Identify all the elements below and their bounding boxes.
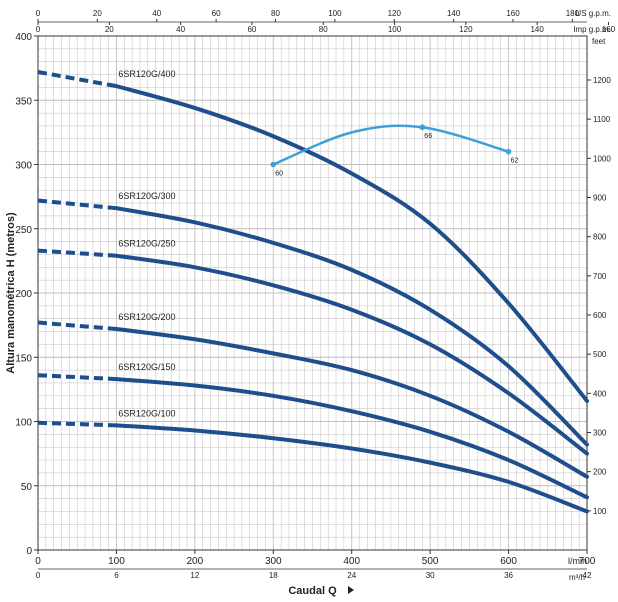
pump-curve-label: 6SR120G/100 [118, 408, 175, 418]
impgpm-unit-label: Imp g.p.m. [573, 25, 611, 34]
efficiency-label: 60 [275, 171, 283, 178]
usgpm-tick-label: 60 [212, 9, 221, 18]
efficiency-point [505, 148, 512, 155]
feet-tick-label: 600 [593, 311, 607, 320]
impgpm-tick-label: 40 [176, 25, 185, 34]
x-unit-label: l/min [568, 556, 587, 566]
y-tick-label: 150 [15, 353, 32, 364]
feet-tick-label: 200 [593, 468, 607, 477]
x-tick-label: 500 [422, 556, 439, 567]
impgpm-tick-label: 120 [459, 25, 473, 34]
x-tick-label: 600 [500, 556, 517, 567]
feet-tick-label: 100 [593, 507, 607, 516]
y-axis-title: Altura manométrica H (metros) [5, 212, 17, 374]
feet-tick-label: 800 [593, 233, 607, 242]
m3h-tick-label: 36 [504, 571, 513, 580]
y-tick-label: 100 [15, 418, 32, 429]
usgpm-tick-label: 180 [566, 9, 580, 18]
usgpm-tick-label: 140 [447, 9, 461, 18]
impgpm-tick-label: 0 [36, 25, 41, 34]
x-tick-label: 100 [108, 556, 125, 567]
pump-curve-line [114, 253, 589, 456]
pump-curve-line [114, 326, 589, 479]
m3h-tick-label: 12 [190, 571, 199, 580]
efficiency-label: 66 [424, 133, 432, 140]
y-tick-label: 50 [21, 482, 33, 493]
efficiency-label: 62 [511, 158, 519, 165]
pump-curve-line [114, 84, 589, 403]
feet-tick-label: 500 [593, 350, 607, 359]
usgpm-tick-label: 160 [506, 9, 520, 18]
pump-curve-label: 6SR120G/150 [118, 362, 175, 372]
feet-tick-label: 900 [593, 193, 607, 202]
m3h-tick-label: 42 [583, 571, 592, 580]
pump-curve-label: 6SR120G/400 [118, 69, 175, 79]
x-tick-label: 400 [343, 556, 360, 567]
x-axis-title: Caudal Q [288, 585, 337, 597]
feet-tick-label: 300 [593, 428, 607, 437]
feet-tick-label: 1000 [593, 154, 611, 163]
m3h-unit-label: m³/h [569, 573, 585, 582]
y-tick-label: 300 [15, 161, 32, 172]
y-tick-label: 200 [15, 289, 32, 300]
usgpm-tick-label: 20 [93, 9, 102, 18]
pump-curve-label: 6SR120G/250 [118, 239, 175, 249]
x-tick-label: 700 [579, 556, 596, 567]
x-tick-label: 300 [265, 556, 282, 567]
feet-tick-label: 400 [593, 389, 607, 398]
m3h-tick-label: 6 [114, 571, 119, 580]
m3h-tick-label: 18 [269, 571, 278, 580]
y-tick-label: 0 [26, 546, 32, 557]
usgpm-tick-label: 0 [36, 9, 41, 18]
impgpm-tick-label: 160 [602, 25, 616, 34]
efficiency-point [419, 124, 426, 131]
m3h-tick-label: 0 [36, 571, 41, 580]
pump-curve-label: 6SR120G/300 [118, 191, 175, 201]
feet-tick-label: 700 [593, 272, 607, 281]
x-tick-label: 0 [35, 556, 41, 567]
usgpm-unit-label: US g.p.m. [575, 9, 611, 18]
usgpm-tick-label: 80 [271, 9, 280, 18]
x-axis-arrow-icon [348, 586, 354, 594]
impgpm-tick-label: 100 [388, 25, 402, 34]
impgpm-tick-label: 140 [530, 25, 544, 34]
x-tick-label: 200 [187, 556, 204, 567]
feet-unit-label: feet [592, 37, 606, 46]
usgpm-tick-label: 120 [388, 9, 402, 18]
feet-tick-label: 1100 [593, 115, 611, 124]
m3h-tick-label: 30 [426, 571, 435, 580]
m3h-tick-label: 24 [347, 571, 356, 580]
usgpm-tick-label: 40 [152, 9, 161, 18]
y-tick-label: 350 [15, 96, 32, 107]
efficiency-point [270, 161, 277, 168]
y-tick-label: 250 [15, 225, 32, 236]
y-tick-label: 400 [15, 32, 32, 43]
pump-curve-line [114, 206, 589, 447]
pump-curve-line [114, 423, 589, 514]
feet-tick-label: 1200 [593, 76, 611, 85]
pump-curve-line [114, 377, 589, 500]
impgpm-tick-label: 80 [319, 25, 328, 34]
efficiency-curve-line [272, 124, 509, 166]
impgpm-tick-label: 60 [247, 25, 256, 34]
usgpm-tick-label: 100 [328, 9, 342, 18]
impgpm-tick-label: 20 [105, 25, 114, 34]
pump-curve-label: 6SR120G/200 [118, 312, 175, 322]
